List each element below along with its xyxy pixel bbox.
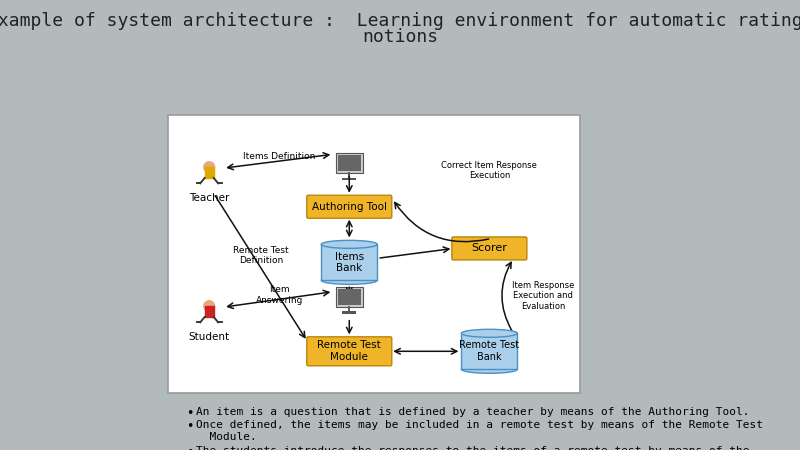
- Ellipse shape: [462, 329, 518, 338]
- Ellipse shape: [322, 240, 378, 248]
- Text: •: •: [186, 420, 194, 433]
- Text: Once defined, the items may be included in a remote test by means of the Remote : Once defined, the items may be included …: [196, 420, 763, 441]
- Bar: [205, 167, 214, 178]
- Text: Item
Answering: Item Answering: [255, 285, 303, 305]
- Text: Remote Test
Definition: Remote Test Definition: [234, 246, 289, 266]
- Text: Items
Bank: Items Bank: [334, 252, 364, 273]
- Text: Items Definition: Items Definition: [243, 152, 315, 161]
- Bar: [342, 311, 357, 314]
- Bar: [205, 306, 214, 317]
- Circle shape: [204, 301, 214, 311]
- Text: Remote Test
Bank: Remote Test Bank: [459, 341, 519, 362]
- Text: Scorer: Scorer: [471, 243, 507, 253]
- FancyBboxPatch shape: [168, 115, 580, 393]
- Ellipse shape: [322, 276, 378, 284]
- Text: An item is a question that is defined by a teacher by means of the Authoring Too: An item is a question that is defined by…: [196, 407, 750, 417]
- Ellipse shape: [462, 365, 518, 374]
- Text: Teacher: Teacher: [189, 193, 230, 203]
- FancyBboxPatch shape: [306, 337, 392, 366]
- Bar: [338, 289, 361, 305]
- FancyBboxPatch shape: [452, 237, 527, 260]
- Text: The students introduce the responses to the items of a remote test by means of t: The students introduce the responses to …: [196, 446, 750, 450]
- Text: notions: notions: [362, 28, 438, 46]
- FancyBboxPatch shape: [306, 195, 392, 218]
- Text: Correct Item Response
Execution: Correct Item Response Execution: [442, 161, 538, 180]
- Text: Authoring Tool: Authoring Tool: [312, 202, 386, 212]
- Text: Student: Student: [189, 332, 230, 342]
- Bar: [336, 287, 362, 307]
- Text: Item Response
Execution and
Evaluation: Item Response Execution and Evaluation: [512, 281, 574, 310]
- Circle shape: [204, 162, 214, 172]
- Bar: [338, 155, 361, 171]
- Text: •: •: [186, 407, 194, 420]
- Text: Example of system architecture :  Learning environment for automatic ratings: Example of system architecture : Learnin…: [0, 12, 800, 30]
- Bar: [336, 153, 362, 173]
- Bar: [342, 178, 357, 180]
- Text: •: •: [186, 446, 194, 450]
- Bar: [322, 244, 378, 280]
- Text: Remote Test
Module: Remote Test Module: [318, 341, 381, 362]
- Bar: [462, 333, 518, 369]
